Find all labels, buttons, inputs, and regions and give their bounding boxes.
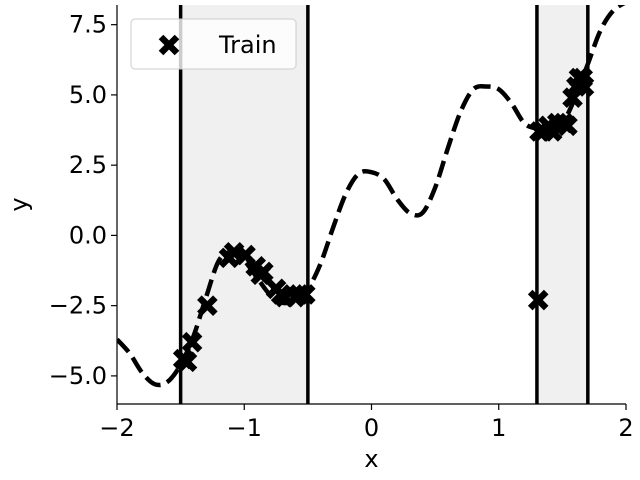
y-ticks: −5.0 −2.5 0.0 2.5 5.0 7.5 (49, 11, 117, 390)
legend-train-label: Train (218, 31, 277, 59)
legend-train-marker (158, 34, 180, 56)
train-point-3 (197, 295, 218, 316)
train-point-15-stroke-b (295, 284, 316, 305)
train-point-6-stroke-b (235, 244, 256, 266)
x-ticks: −2 −1 0 1 2 (99, 404, 634, 442)
y-tick-label-3: 2.5 (69, 151, 107, 179)
train-point-16 (527, 289, 549, 311)
train-point-9 (253, 261, 274, 283)
x-tick-label-1: −1 (227, 414, 262, 442)
train-point-28 (572, 67, 594, 89)
y-tick-label-4: 5.0 (69, 81, 107, 109)
x-tick-label-4: 2 (618, 414, 633, 442)
x-tick-label-0: −2 (99, 414, 134, 442)
legend-x-marker (158, 34, 180, 56)
x-tick-label-2: 0 (364, 414, 379, 442)
x-axis-label: x (364, 445, 378, 473)
train-point-28-stroke-b (572, 67, 594, 89)
y-tick-label-0: −5.0 (49, 362, 107, 390)
train-point-2-stroke-b (181, 331, 203, 353)
legend-x-marker-stroke-b (158, 34, 180, 56)
train-point-1-stroke-b (176, 351, 198, 373)
y-tick-label-1: −2.5 (49, 292, 107, 320)
train-point-23-stroke-b (557, 115, 578, 137)
train-point-15 (295, 284, 316, 305)
train-point-9-stroke-b (253, 261, 274, 283)
shaded-region-1 (536, 5, 588, 404)
y-tick-label-2: 0.0 (69, 221, 107, 249)
train-markers (172, 67, 595, 373)
train-point-16-stroke-b (527, 289, 549, 311)
train-point-23 (557, 115, 578, 137)
legend: Train (130, 18, 297, 70)
legend-box (130, 18, 297, 70)
y-tick-label-5: 7.5 (69, 11, 107, 39)
y-axis-label: y (5, 197, 33, 211)
train-point-2 (181, 331, 203, 353)
train-point-3-stroke-b (197, 295, 218, 316)
x-tick-label-3: 1 (491, 414, 506, 442)
shaded-regions (180, 5, 588, 404)
shaded-region-0 (180, 5, 308, 404)
train-point-1 (176, 351, 198, 373)
